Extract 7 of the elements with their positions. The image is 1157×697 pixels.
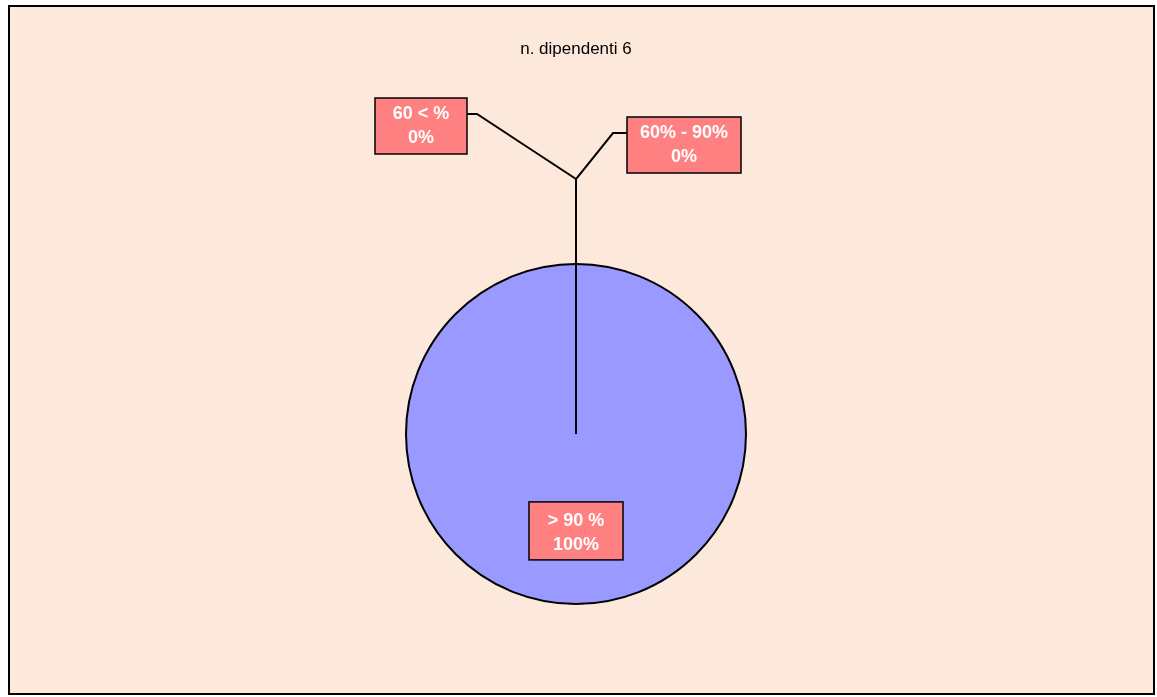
text: 0% xyxy=(407,127,435,147)
category-label: 60 < % xyxy=(392,103,450,123)
category-label: 60% - 90% xyxy=(639,122,729,142)
text: 0% xyxy=(670,146,698,166)
data-label: 100% xyxy=(552,533,600,554)
slice-label: > 90 % xyxy=(547,509,605,530)
chart-title: n. dipendenti 6 xyxy=(520,39,632,58)
